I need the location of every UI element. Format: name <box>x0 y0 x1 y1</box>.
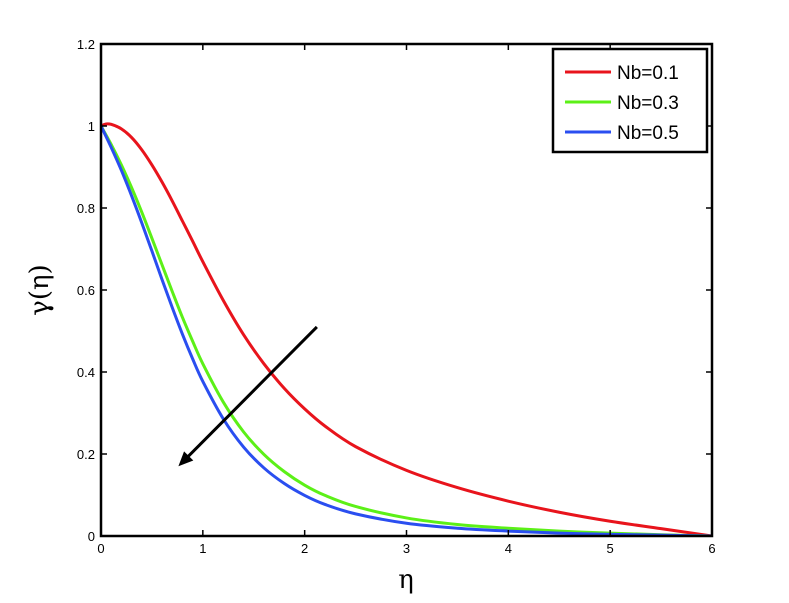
y-axis-label: γ(η) <box>25 264 55 315</box>
x-tick-label: 5 <box>607 541 614 556</box>
legend-label-2: Nb=0.3 <box>617 93 679 114</box>
y-tick-label: 1.2 <box>77 37 95 52</box>
y-tick-label: 0.6 <box>77 283 95 298</box>
x-tick-label: 1 <box>199 541 206 556</box>
x-tick-label: 4 <box>505 541 512 556</box>
series-line-3 <box>101 125 712 536</box>
annotation-arrow-head <box>178 451 194 467</box>
y-tick-label: 0.2 <box>77 447 95 462</box>
legend: Nb=0.1 Nb=0.3 Nb=0.5 <box>551 47 709 154</box>
y-tick-label: 0.4 <box>77 365 95 380</box>
y-tick-label: 0.8 <box>77 201 95 216</box>
series-line-2 <box>101 125 712 536</box>
x-tick-label: 0 <box>97 541 104 556</box>
annotation-layer <box>178 325 318 467</box>
y-tick-label: 0 <box>88 529 95 544</box>
y-tick-label: 1 <box>88 119 95 134</box>
x-tick-label: 6 <box>708 541 715 556</box>
x-axis-label: η <box>398 565 414 595</box>
x-tick-label: 3 <box>403 541 410 556</box>
series-layer <box>101 122 712 536</box>
legend-label-1: Nb=0.1 <box>617 63 679 84</box>
ticks-layer: 0 1 2 3 4 5 6 0 0.2 0.4 0.6 0.8 1 1.2 <box>77 37 716 556</box>
x-tick-label: 2 <box>301 541 308 556</box>
series-line-1 <box>101 122 712 536</box>
legend-label-3: Nb=0.5 <box>617 123 679 144</box>
annotation-arrow-shaft <box>184 325 318 461</box>
